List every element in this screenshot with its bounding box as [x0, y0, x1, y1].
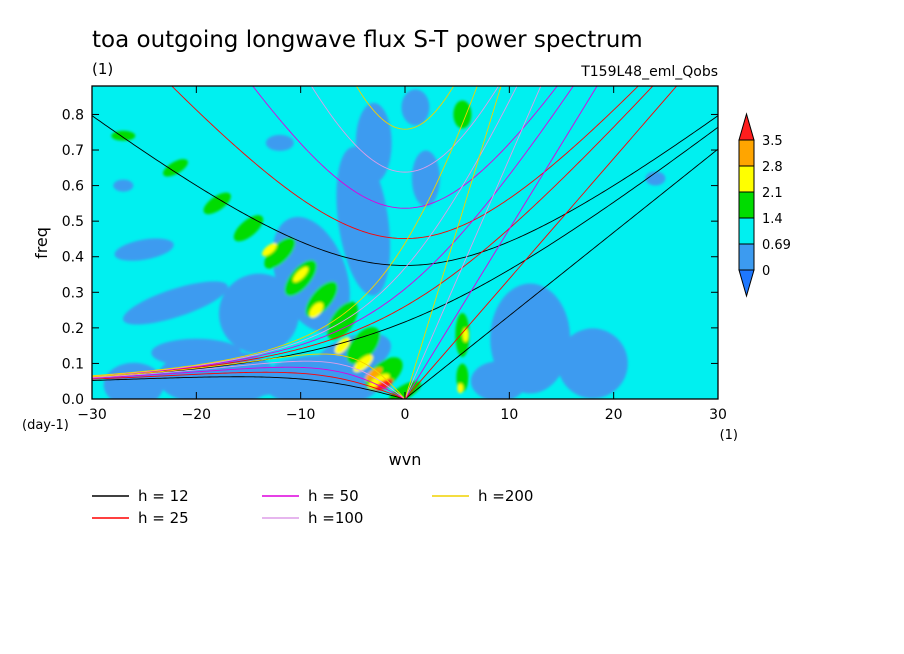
plot-area	[92, 86, 718, 399]
rossby-curve	[92, 376, 406, 399]
inertia-gravity-curve	[252, 86, 558, 209]
low-power-region	[122, 281, 228, 325]
colorbar-swatch	[738, 217, 755, 245]
rossby-curve	[92, 360, 406, 399]
rossby-curve	[92, 353, 406, 399]
y-tick-label: 0.8	[62, 107, 84, 123]
x-tick-label: 10	[500, 407, 518, 423]
high-power-region	[262, 243, 277, 257]
medium-power-region	[346, 327, 381, 365]
y-tick-label: 0.6	[62, 179, 84, 195]
high-power-region	[462, 327, 469, 342]
kelvin-curve	[404, 86, 598, 399]
medium-power-region	[264, 237, 296, 269]
colorbar-swatch	[738, 191, 755, 219]
low-power-region	[114, 238, 174, 261]
colorbar-swatch	[738, 243, 755, 271]
low-power-region	[218, 273, 299, 354]
chart-title: toa outgoing longwave flux S-T power spe…	[92, 27, 643, 53]
low-power-region	[203, 366, 294, 397]
x-unit-label: (1)	[720, 428, 738, 443]
legend-label: h =200	[478, 487, 533, 505]
colorbar-label: 1.4	[762, 212, 783, 227]
colorbar-label: 0.69	[762, 238, 791, 253]
medium-power-region	[326, 301, 358, 340]
kelvin-curve	[404, 86, 502, 399]
mrg-curve	[92, 86, 518, 377]
mrg-curve	[92, 86, 654, 378]
x-tick-label: −30	[77, 407, 107, 423]
low-power-region	[645, 171, 666, 186]
medium-power-region	[233, 215, 264, 242]
power-field	[103, 89, 666, 399]
y-unit-label: (day-1)	[22, 418, 69, 433]
inertia-gravity-curve	[171, 86, 639, 240]
legend: h = 12 h = 25 h = 50 h =100 h =200	[92, 487, 533, 527]
medium-power-region	[453, 100, 472, 129]
x-tick-label: 20	[605, 407, 623, 423]
low-power-region	[355, 102, 392, 183]
low-power-region	[557, 328, 628, 399]
medium-power-region	[162, 159, 188, 177]
y-tick-label: 0.3	[62, 285, 84, 301]
legend-label: h = 50	[308, 487, 359, 505]
colorbar-label: 0	[762, 264, 770, 279]
y-tick-label: 0.7	[62, 143, 84, 159]
y-tick-label: 0.1	[62, 356, 84, 372]
x-tick-label: −20	[182, 407, 212, 423]
kelvin-curve	[404, 86, 542, 399]
medium-power-region	[203, 192, 231, 215]
x-tick-label: 0	[401, 407, 410, 423]
x-tick-label: 30	[709, 407, 727, 423]
chart-subtitle-right: T159L48_eml_Qobs	[580, 64, 718, 80]
colorbar-label: 3.5	[762, 134, 783, 149]
medium-power-region	[111, 130, 136, 141]
colorbar: 0 0.69 1.4 2.1 2.8 3.5	[738, 112, 791, 298]
high-power-region	[309, 302, 324, 318]
kelvin-curve	[404, 148, 718, 399]
mrg-curve	[92, 86, 478, 377]
low-power-region	[103, 362, 164, 399]
inertia-gravity-curve	[355, 86, 455, 130]
low-power-region	[470, 361, 527, 399]
kelvin-curve	[404, 86, 678, 399]
legend-label: h = 25	[138, 509, 189, 527]
inertia-gravity-curve	[92, 115, 718, 266]
y-tick-label: 0.5	[62, 214, 84, 230]
inertia-gravity-curve	[310, 86, 500, 173]
y-axis: 0.0 0.1 0.2 0.3 0.4 0.5 0.6 0.7 0.8	[62, 107, 718, 408]
low-power-region	[113, 179, 134, 192]
colorbar-label: 2.1	[762, 186, 783, 201]
rossby-curve	[92, 366, 406, 399]
colorbar-swatch	[738, 139, 755, 167]
y-tick-label: 0.4	[62, 250, 84, 266]
low-power-region	[265, 134, 294, 151]
mrg-curve	[92, 86, 574, 377]
x-axis: −30 −20 −10 0 10 20 30	[77, 86, 727, 423]
low-power-region	[151, 338, 242, 367]
colorbar-extend-high	[738, 112, 755, 141]
chart-subtitle-left: (1)	[92, 60, 113, 78]
colorbar-swatch	[738, 165, 755, 193]
y-tick-label: 0.2	[62, 321, 84, 337]
low-power-region	[401, 89, 430, 126]
high-power-region	[457, 383, 464, 394]
high-power-region	[353, 354, 374, 373]
y-axis-label: freq	[32, 227, 51, 259]
colorbar-extend-low	[738, 269, 755, 298]
legend-label: h =100	[308, 509, 363, 527]
legend-label: h = 12	[138, 487, 189, 505]
low-power-region	[411, 150, 440, 207]
dispersion-curves	[92, 86, 718, 399]
mrg-curve	[92, 126, 718, 378]
medium-power-region	[455, 312, 470, 357]
y-tick-label: 0.0	[62, 392, 84, 408]
x-tick-label: −10	[286, 407, 316, 423]
colorbar-label: 2.8	[762, 160, 783, 175]
high-power-region	[293, 266, 309, 283]
peak-power-region	[365, 367, 383, 381]
x-axis-label: wvn	[389, 450, 422, 469]
rossby-curve	[92, 371, 406, 399]
